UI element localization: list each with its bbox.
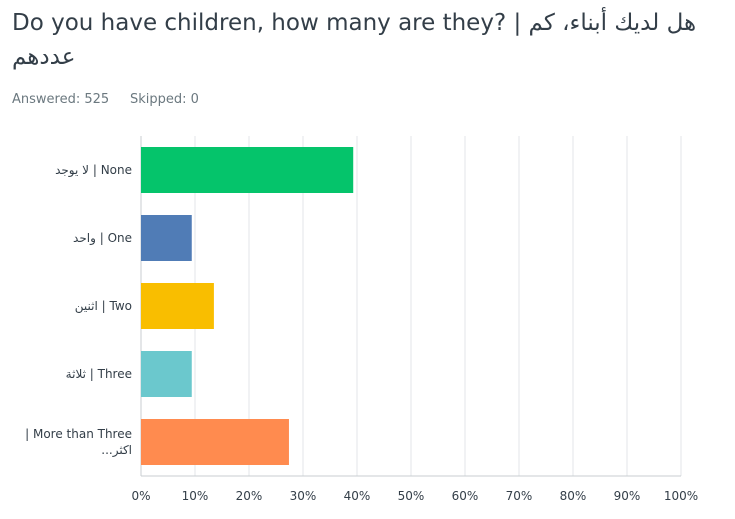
x-tick-label: 30% [290,489,317,503]
bar [141,283,214,329]
category-label: More than Three | اكثر... [25,427,132,457]
x-tick-label: 20% [236,489,263,503]
category-label: One | واحد [73,231,132,245]
x-tick-label: 70% [506,489,533,503]
answered-count: Answered: 525 [12,92,110,107]
category-label: Three | ثلاثة [65,367,132,381]
bar [141,215,192,261]
bar [141,147,354,193]
x-tick-label: 100% [664,489,698,503]
bar [141,351,192,397]
category-label: Two | اثنين [74,299,132,313]
x-tick-label: 40% [344,489,371,503]
category-label: None | لا يوجد [55,163,132,177]
chart-title: Do you have children, how many are they?… [12,10,697,70]
x-tick-label: 60% [452,489,479,503]
x-tick-label: 10% [182,489,209,503]
x-tick-label: 80% [560,489,587,503]
bar [141,419,289,465]
x-tick-label: 50% [398,489,425,503]
x-tick-label: 90% [614,489,641,503]
skipped-count: Skipped: 0 [130,92,199,107]
x-tick-label: 0% [131,489,150,503]
